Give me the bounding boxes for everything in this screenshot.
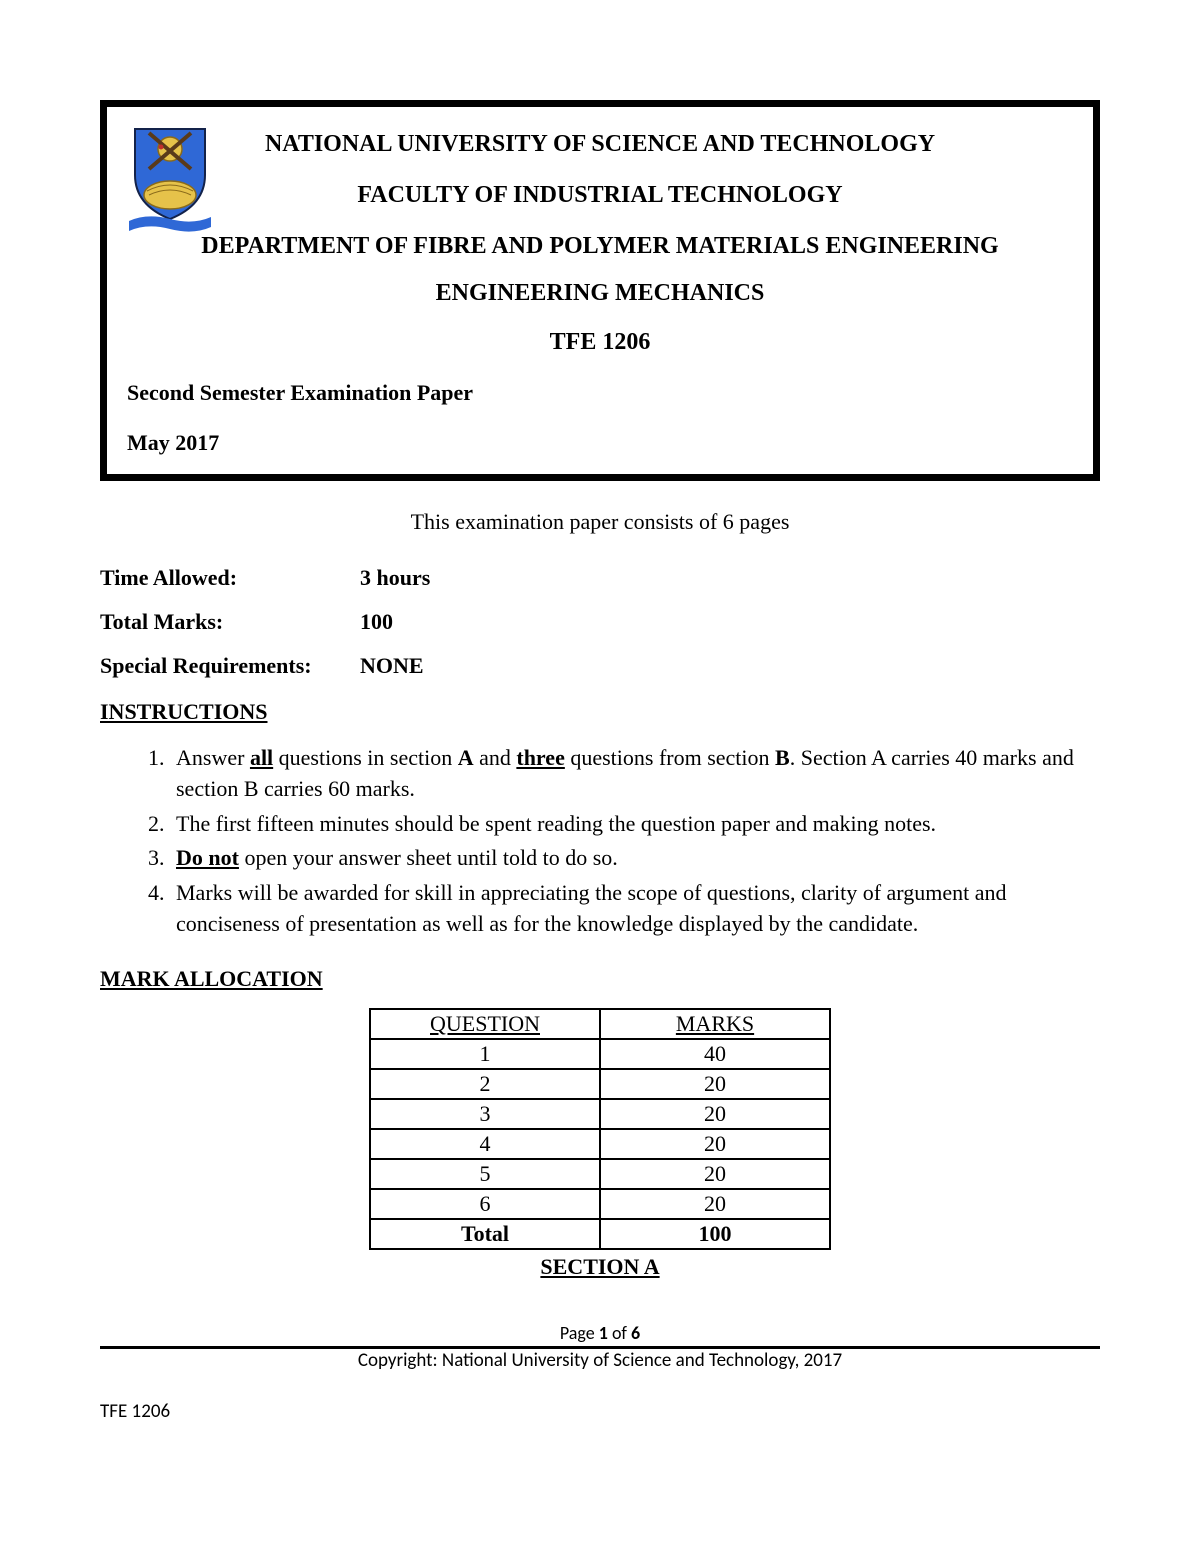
instruction-2: The first fifteen minutes should be spen… <box>170 809 1100 840</box>
total-marks-row: Total Marks: 100 <box>100 609 1100 635</box>
cell-m: 20 <box>600 1099 830 1129</box>
cell-m: 20 <box>600 1189 830 1219</box>
cell-m: 20 <box>600 1069 830 1099</box>
text-a: A <box>458 745 474 770</box>
cell-q: 4 <box>370 1129 600 1159</box>
total-label: Total <box>370 1219 600 1249</box>
instruction-1: Answer all questions in section A and th… <box>170 743 1100 805</box>
time-allowed-label: Time Allowed: <box>100 565 360 591</box>
special-req-row: Special Requirements: NONE <box>100 653 1100 679</box>
text-three: three <box>516 745 564 770</box>
paper-title: Second Semester Examination Paper <box>127 380 1073 406</box>
page-total: 6 <box>631 1322 640 1344</box>
section-a-heading: SECTION A <box>100 1254 1100 1280</box>
cell-q: 2 <box>370 1069 600 1099</box>
cell-m: 20 <box>600 1129 830 1159</box>
instruction-4: Marks will be awarded for skill in appre… <box>170 878 1100 940</box>
text: of <box>608 1322 631 1344</box>
cell-q: 1 <box>370 1039 600 1069</box>
course-code: TFE 1206 <box>127 329 1073 356</box>
cell-q: 5 <box>370 1159 600 1189</box>
table-row: 140 <box>370 1039 830 1069</box>
table-row: 220 <box>370 1069 830 1099</box>
special-req-label: Special Requirements: <box>100 653 360 679</box>
faculty-name: FACULTY OF INDUSTRIAL TECHNOLOGY <box>127 182 1073 209</box>
course-name: ENGINEERING MECHANICS <box>127 280 1073 307</box>
cell-q: 6 <box>370 1189 600 1219</box>
page-footer: Page 1 of 6 Copyright: National Universi… <box>100 1322 1100 1372</box>
university-name: NATIONAL UNIVERSITY OF SCIENCE AND TECHN… <box>127 131 1073 158</box>
time-allowed-value: 3 hours <box>360 565 430 591</box>
time-allowed-row: Time Allowed: 3 hours <box>100 565 1100 591</box>
total-marks-label: Total Marks: <box>100 609 360 635</box>
header-question: QUESTION <box>370 1009 600 1039</box>
instructions-heading: INSTRUCTIONS <box>100 699 1100 725</box>
special-req-value: NONE <box>360 653 424 679</box>
table-header-row: QUESTION MARKS <box>370 1009 830 1039</box>
text: questions from section <box>565 745 775 770</box>
footer-course-code: TFE 1206 <box>100 1400 1100 1423</box>
copyright-text: Copyright: National University of Scienc… <box>100 1349 1100 1372</box>
table-total-row: Total100 <box>370 1219 830 1249</box>
header-marks: MARKS <box>600 1009 830 1039</box>
total-value: 100 <box>600 1219 830 1249</box>
cell-m: 40 <box>600 1039 830 1069</box>
text: and <box>474 745 517 770</box>
instruction-3: Do not open your answer sheet until told… <box>170 843 1100 874</box>
text: open your answer sheet until told to do … <box>239 845 618 870</box>
header-box: NATIONAL UNIVERSITY OF SCIENCE AND TECHN… <box>100 100 1100 481</box>
total-marks-value: 100 <box>360 609 393 635</box>
cell-m: 20 <box>600 1159 830 1189</box>
table-row: 520 <box>370 1159 830 1189</box>
mark-allocation-table: QUESTION MARKS 140 220 320 420 520 620 T… <box>369 1008 831 1250</box>
text-all: all <box>250 745 273 770</box>
instructions-list: Answer all questions in section A and th… <box>100 743 1100 940</box>
exam-page: NATIONAL UNIVERSITY OF SCIENCE AND TECHN… <box>0 0 1200 1483</box>
page-number: 1 <box>599 1322 608 1344</box>
mark-allocation-heading: MARK ALLOCATION <box>100 966 1100 992</box>
text: questions in section <box>273 745 458 770</box>
table-row: 320 <box>370 1099 830 1129</box>
page-indicator: Page 1 of 6 <box>100 1322 1100 1344</box>
department-name: DEPARTMENT OF FIBRE AND POLYMER MATERIAL… <box>127 233 1073 260</box>
page-count-note: This examination paper consists of 6 pag… <box>100 509 1100 535</box>
cell-q: 3 <box>370 1099 600 1129</box>
text: Answer <box>176 745 250 770</box>
exam-details: Time Allowed: 3 hours Total Marks: 100 S… <box>100 565 1100 679</box>
university-logo-icon <box>127 125 213 235</box>
exam-date: May 2017 <box>127 430 1073 456</box>
text: Page <box>560 1322 599 1344</box>
table-row: 620 <box>370 1189 830 1219</box>
text-b: B <box>775 745 790 770</box>
text-donot: Do not <box>176 845 239 870</box>
table-row: 420 <box>370 1129 830 1159</box>
